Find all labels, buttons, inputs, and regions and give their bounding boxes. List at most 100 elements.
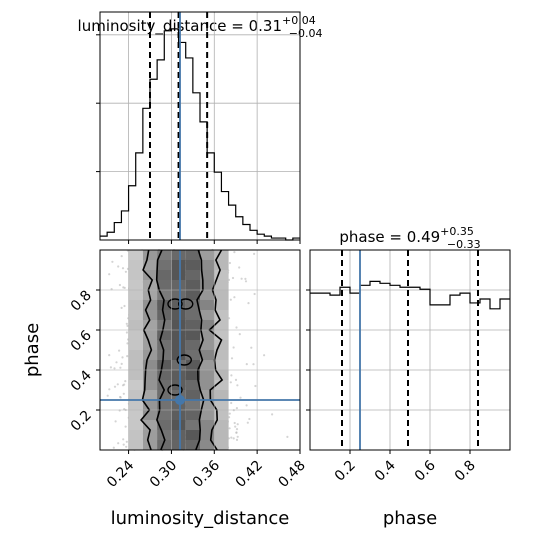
ld-xtick-label: 0.24 [104, 457, 137, 490]
joint-sample-point [124, 270, 127, 273]
joint-density-cell [185, 410, 200, 420]
joint-sample-point [235, 431, 238, 434]
joint-inner-contour [178, 298, 194, 310]
joint-density-cell [185, 280, 200, 290]
joint-density-cell [185, 340, 200, 350]
joint-inner-contour [167, 298, 183, 310]
joint-density-cell [185, 430, 200, 440]
joint-sample-point [271, 413, 274, 416]
joint-density-cell [200, 340, 215, 350]
joint-density-cell [200, 290, 215, 300]
joint-sample-point [253, 252, 256, 255]
joint-density-cell [200, 360, 215, 370]
phase-hist-steps [310, 280, 510, 310]
phase-xtick-label: 0.2 [332, 458, 359, 485]
x-axis-label-right: phase [383, 508, 437, 529]
joint-sample-point [229, 298, 232, 301]
joint-sample-point [238, 333, 241, 336]
joint-sample-point [125, 445, 128, 448]
joint-density-cell [185, 270, 200, 280]
joint-density-panel: 0.24 0.30 0.36 0.42 0.48 0.2 0.4 0.6 0.8 [68, 248, 309, 491]
joint-frame [99, 249, 301, 451]
joint-density-cell [185, 400, 200, 410]
joint-density-cell [157, 270, 172, 280]
joint-density-cell [171, 280, 186, 290]
joint-sample-point [109, 366, 112, 369]
joint-sample-point [252, 363, 255, 366]
joint-density-cell [157, 300, 172, 310]
joint-density-cell [128, 340, 143, 350]
joint-density-cell [157, 350, 172, 360]
phase-histogram-panel: 0.2 0.4 0.6 0.8 [306, 249, 511, 485]
ld-histogram-panel [96, 11, 301, 244]
joint-sample-point [122, 392, 125, 395]
joint-density-cell [128, 400, 143, 410]
joint-sample-point [230, 436, 233, 439]
joint-inner-contour [176, 354, 192, 366]
joint-density-cell [157, 280, 172, 290]
joint-density-cell [128, 350, 143, 360]
joint-sample-point [108, 354, 111, 357]
joint-density-cell [157, 430, 172, 440]
joint-sample-point [231, 276, 235, 280]
joint-sample-point [121, 356, 124, 359]
joint-density-cell [200, 270, 215, 280]
joint-density-cell [185, 420, 200, 430]
joint-density-cell [128, 330, 143, 340]
joint-density-cell [171, 250, 186, 260]
joint-sample-point [117, 442, 120, 445]
joint-sample-point [108, 273, 111, 276]
phase-ytick-label: 0.4 [68, 367, 95, 394]
joint-sample-point [286, 435, 289, 438]
joint-density-cell [157, 260, 172, 270]
joint-density-cell [142, 270, 158, 280]
joint-density-cell [214, 250, 229, 260]
joint-sample-point [122, 443, 125, 446]
joint-density-cell [142, 260, 158, 270]
joint-density-cell [128, 280, 143, 290]
joint-sample-point [233, 251, 236, 254]
joint-sample-point [108, 388, 111, 391]
joint-sample-point [248, 417, 251, 421]
joint-density-cell [185, 390, 200, 400]
joint-density-cell [157, 330, 172, 340]
joint-density-cell [200, 330, 215, 340]
joint-density-cell [200, 410, 215, 420]
joint-density-cell [171, 410, 186, 420]
ld-hist-frame [99, 11, 301, 241]
joint-density-cell [185, 440, 200, 450]
joint-sample-point [114, 420, 117, 423]
joint-density-cell [157, 400, 172, 410]
joint-density-cell [185, 250, 200, 260]
joint-sample-point [228, 412, 231, 415]
joint-density-cell [128, 370, 143, 380]
joint-density-cell [142, 330, 158, 340]
joint-density-cell [214, 420, 229, 430]
joint-density-cell [142, 300, 158, 310]
joint-sample-point [239, 396, 242, 399]
joint-density-cell [200, 260, 215, 270]
joint-density-cell [185, 260, 200, 270]
ld-title-plus: +0.04 [282, 14, 316, 27]
joint-density-cell [214, 410, 229, 420]
joint-density-cell [128, 310, 143, 320]
joint-sample-point [250, 346, 253, 349]
joint-density-cell [128, 270, 143, 280]
joint-density-cell [142, 250, 158, 260]
joint-density-cell [157, 390, 172, 400]
joint-sample-point [233, 421, 236, 425]
joint-density-cell [200, 320, 215, 330]
ld-xtick-label: 0.36 [190, 457, 223, 490]
joint-density-cell [200, 280, 215, 290]
joint-density-cell [185, 290, 200, 300]
joint-sample-point [112, 446, 115, 449]
joint-density-cell [142, 320, 158, 330]
joint-sample-point [244, 277, 247, 280]
joint-contour-line [155, 249, 166, 451]
joint-sample-point [118, 349, 121, 352]
joint-density-cell [128, 390, 143, 400]
joint-sample-point [115, 361, 118, 364]
joint-density-cell [157, 370, 172, 380]
joint-density-cell [128, 260, 143, 270]
